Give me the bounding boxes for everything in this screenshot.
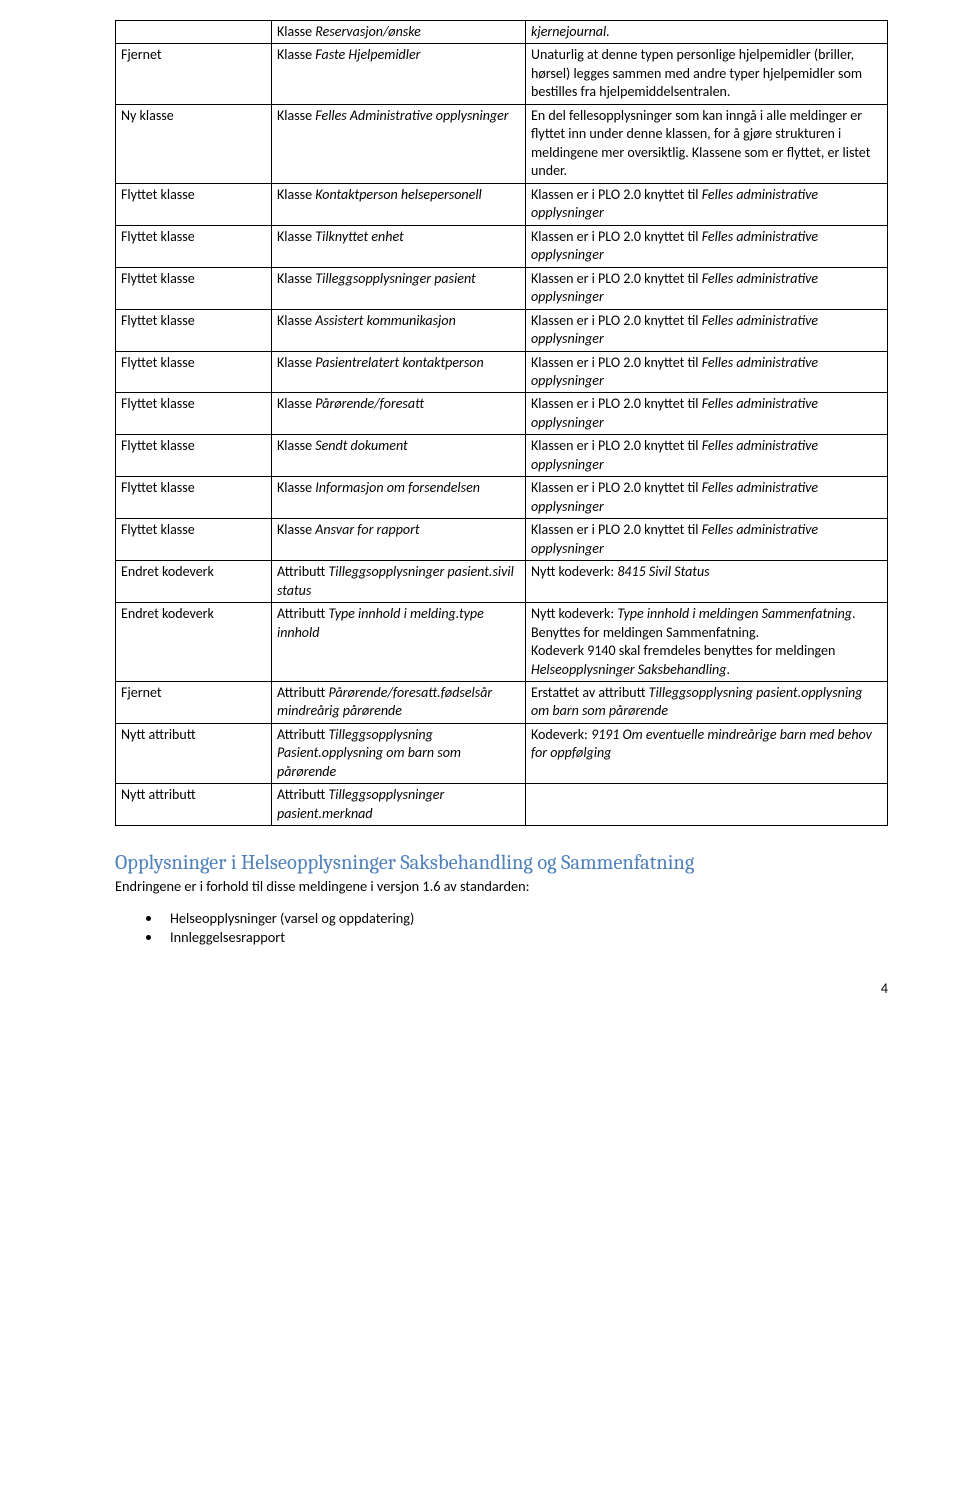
table-row: Flyttet klasseKlasse Kontaktperson helse… xyxy=(116,183,888,225)
cell-description: Klassen er i PLO 2.0 knyttet til Felles … xyxy=(526,519,888,561)
intro-text: Endringene er i forhold til disse meldin… xyxy=(115,877,888,895)
cell-description: Klassen er i PLO 2.0 knyttet til Felles … xyxy=(526,477,888,519)
cell-type: Nytt attributt xyxy=(116,723,272,783)
cell-element: Klasse Assistert kommunikasjon xyxy=(272,309,526,351)
cell-type: Flyttet klasse xyxy=(116,519,272,561)
list-item: Helseopplysninger (varsel og oppdatering… xyxy=(162,909,888,927)
bullet-list: Helseopplysninger (varsel og oppdatering… xyxy=(115,909,888,946)
cell-description: Klassen er i PLO 2.0 knyttet til Felles … xyxy=(526,309,888,351)
cell-element: Klasse Tilleggsopplysninger pasient xyxy=(272,267,526,309)
cell-type: Nytt attributt xyxy=(116,784,272,826)
cell-element: Klasse Pasientrelatert kontaktperson xyxy=(272,351,526,393)
cell-description: kjernejournal. xyxy=(526,21,888,44)
cell-description: Nytt kodeverk: Type innhold i meldingen … xyxy=(526,603,888,682)
cell-type: Fjernet xyxy=(116,682,272,724)
cell-element: Klasse Tilknyttet enhet xyxy=(272,225,526,267)
cell-type: Endret kodeverk xyxy=(116,561,272,603)
table-row: Endret kodeverkAttributt Tilleggsopplysn… xyxy=(116,561,888,603)
cell-description: Unaturlig at denne typen personlige hjel… xyxy=(526,44,888,104)
table-row: Flyttet klasseKlasse Sendt dokumentKlass… xyxy=(116,435,888,477)
cell-description: Klassen er i PLO 2.0 knyttet til Felles … xyxy=(526,183,888,225)
cell-description: Klassen er i PLO 2.0 knyttet til Felles … xyxy=(526,267,888,309)
cell-element: Attributt Tilleggsopplysning Pasient.opp… xyxy=(272,723,526,783)
cell-description: Kodeverk: 9191 Om eventuelle mindreårige… xyxy=(526,723,888,783)
table-row: Flyttet klasseKlasse Tilknyttet enhetKla… xyxy=(116,225,888,267)
table-row: Klasse Reservasjon/ønskekjernejournal. xyxy=(116,21,888,44)
cell-element: Attributt Tilleggsopplysninger pasient.m… xyxy=(272,784,526,826)
cell-element: Klasse Informasjon om forsendelsen xyxy=(272,477,526,519)
table-row: Nytt attributtAttributt Tilleggsopplysni… xyxy=(116,723,888,783)
cell-type: Flyttet klasse xyxy=(116,435,272,477)
cell-description xyxy=(526,784,888,826)
table-row: FjernetAttributt Pårørende/foresatt.føds… xyxy=(116,682,888,724)
document-page: Klasse Reservasjon/ønskekjernejournal.Fj… xyxy=(0,0,960,1021)
cell-type: Flyttet klasse xyxy=(116,267,272,309)
table-row: Endret kodeverkAttributt Type innhold i … xyxy=(116,603,888,682)
cell-type: Flyttet klasse xyxy=(116,351,272,393)
cell-type: Flyttet klasse xyxy=(116,225,272,267)
cell-description: Klassen er i PLO 2.0 knyttet til Felles … xyxy=(526,393,888,435)
cell-element: Klasse Kontaktperson helsepersonell xyxy=(272,183,526,225)
cell-type: Fjernet xyxy=(116,44,272,104)
cell-element: Attributt Type innhold i melding.type in… xyxy=(272,603,526,682)
list-item: Innleggelsesrapport xyxy=(162,928,888,946)
cell-type: Flyttet klasse xyxy=(116,183,272,225)
cell-element: Attributt Pårørende/foresatt.fødselsår m… xyxy=(272,682,526,724)
table-row: Flyttet klasseKlasse Pårørende/foresattK… xyxy=(116,393,888,435)
cell-description: Klassen er i PLO 2.0 knyttet til Felles … xyxy=(526,225,888,267)
table-row: Flyttet klasseKlasse Tilleggsopplysninge… xyxy=(116,267,888,309)
table-row: Flyttet klasseKlasse Pasientrelatert kon… xyxy=(116,351,888,393)
table-row: Flyttet klasseKlasse Assistert kommunika… xyxy=(116,309,888,351)
cell-element: Klasse Sendt dokument xyxy=(272,435,526,477)
cell-description: Nytt kodeverk: 8415 Sivil Status xyxy=(526,561,888,603)
cell-description: Erstattet av attributt Tilleggsopplysnin… xyxy=(526,682,888,724)
table-row: Ny klasseKlasse Felles Administrative op… xyxy=(116,104,888,183)
cell-type xyxy=(116,21,272,44)
cell-element: Klasse Faste Hjelpemidler xyxy=(272,44,526,104)
table-row: Nytt attributtAttributt Tilleggsopplysni… xyxy=(116,784,888,826)
cell-element: Klasse Reservasjon/ønske xyxy=(272,21,526,44)
cell-type: Ny klasse xyxy=(116,104,272,183)
cell-description: Klassen er i PLO 2.0 knyttet til Felles … xyxy=(526,351,888,393)
page-number: 4 xyxy=(115,980,888,997)
cell-type: Flyttet klasse xyxy=(116,309,272,351)
cell-type: Flyttet klasse xyxy=(116,477,272,519)
cell-type: Endret kodeverk xyxy=(116,603,272,682)
cell-element: Klasse Pårørende/foresatt xyxy=(272,393,526,435)
cell-type: Flyttet klasse xyxy=(116,393,272,435)
cell-description: Klassen er i PLO 2.0 knyttet til Felles … xyxy=(526,435,888,477)
change-table: Klasse Reservasjon/ønskekjernejournal.Fj… xyxy=(115,20,888,826)
table-row: FjernetKlasse Faste HjelpemidlerUnaturli… xyxy=(116,44,888,104)
table-row: Flyttet klasseKlasse Informasjon om fors… xyxy=(116,477,888,519)
section-heading: Opplysninger i Helseopplysninger Saksbeh… xyxy=(115,852,888,875)
cell-element: Klasse Felles Administrative opplysninge… xyxy=(272,104,526,183)
cell-description: En del fellesopplysninger som kan inngå … xyxy=(526,104,888,183)
cell-element: Attributt Tilleggsopplysninger pasient.s… xyxy=(272,561,526,603)
table-row: Flyttet klasseKlasse Ansvar for rapportK… xyxy=(116,519,888,561)
cell-element: Klasse Ansvar for rapport xyxy=(272,519,526,561)
